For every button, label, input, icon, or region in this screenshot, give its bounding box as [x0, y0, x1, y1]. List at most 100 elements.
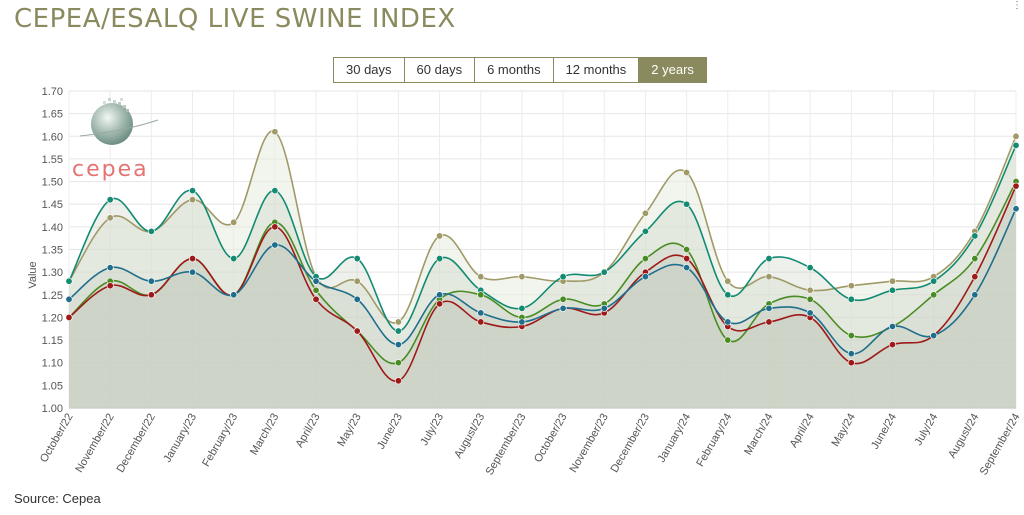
globe-icon — [79, 98, 159, 145]
data-point — [971, 255, 979, 263]
data-point — [1012, 132, 1020, 140]
x-tick-label: May/23 — [335, 412, 363, 449]
data-point — [230, 218, 238, 226]
data-point — [806, 264, 814, 272]
data-point — [847, 359, 855, 367]
y-tick-label: 1.45 — [42, 199, 63, 211]
data-point — [888, 286, 896, 294]
series-area — [69, 208, 1016, 408]
data-point — [353, 327, 361, 335]
data-point — [724, 318, 732, 326]
data-point — [65, 313, 73, 321]
data-point — [847, 350, 855, 358]
y-tick-label: 1.15 — [42, 335, 63, 347]
data-point — [1012, 182, 1020, 190]
range-30-days-button[interactable]: 30 days — [334, 58, 405, 82]
data-point — [65, 277, 73, 285]
data-point — [806, 309, 814, 317]
y-tick-label: 1.40 — [42, 222, 63, 234]
x-tick-label: December/23 — [609, 412, 652, 475]
y-tick-label: 1.50 — [42, 177, 63, 189]
x-tick-label: December/22 — [115, 412, 158, 475]
x-tick-label: November/23 — [567, 412, 610, 475]
data-point — [394, 377, 402, 385]
range-12-months-button[interactable]: 12 months — [553, 58, 640, 82]
range-6-months-button[interactable]: 6 months — [475, 58, 554, 82]
data-point — [353, 277, 361, 285]
data-point — [477, 273, 485, 281]
x-tick-label: March/23 — [248, 412, 281, 458]
data-point — [477, 318, 485, 326]
data-point — [765, 255, 773, 263]
data-point — [600, 268, 608, 276]
data-point — [765, 273, 773, 281]
range-2-years-button[interactable]: 2 years — [639, 58, 706, 82]
data-point — [394, 341, 402, 349]
data-point — [518, 318, 526, 326]
x-tick-label: March/24 — [742, 412, 775, 458]
data-point — [930, 332, 938, 340]
y-tick-label: 1.55 — [42, 154, 63, 166]
data-point — [353, 255, 361, 263]
data-point — [765, 304, 773, 312]
menu-icon[interactable]: ⋮ — [1012, 0, 1022, 11]
data-point — [1012, 141, 1020, 149]
data-point — [147, 227, 155, 235]
x-tick-label: January/23 — [162, 412, 200, 465]
x-tick-label: April/24 — [788, 412, 817, 450]
x-tick-label: June/23 — [375, 412, 405, 452]
x-tick-label: August/23 — [452, 412, 487, 461]
data-point — [683, 264, 691, 272]
data-point — [394, 327, 402, 335]
x-tick-label: July/24 — [912, 412, 940, 448]
x-tick-label: June/24 — [869, 412, 899, 452]
data-point — [847, 332, 855, 340]
x-tick-label: October/22 — [38, 412, 76, 465]
range-60-days-button[interactable]: 60 days — [404, 58, 476, 82]
data-point — [394, 359, 402, 367]
x-tick-label: February/24 — [694, 412, 734, 469]
data-point — [147, 277, 155, 285]
x-tick-label: May/24 — [829, 412, 857, 449]
data-point — [436, 291, 444, 299]
data-point — [724, 336, 732, 344]
chart-source: Source: Cepea — [14, 491, 101, 506]
x-tick-label: September/24 — [978, 412, 1023, 478]
data-point — [888, 277, 896, 285]
data-point — [477, 291, 485, 299]
x-tick-label: July/23 — [418, 412, 446, 448]
data-point — [312, 295, 320, 303]
data-point — [971, 273, 979, 281]
data-point — [518, 273, 526, 281]
chart-title: CEPEA/ESALQ LIVE SWINE INDEX — [14, 4, 456, 34]
series-area — [69, 186, 1016, 408]
data-point — [724, 291, 732, 299]
y-tick-label: 1.60 — [42, 131, 63, 143]
range-selector: 30 days 60 days 6 months 12 months 2 yea… — [333, 57, 707, 83]
x-tick-label: January/24 — [656, 412, 694, 465]
data-point — [477, 309, 485, 317]
data-point — [683, 200, 691, 208]
data-point — [930, 277, 938, 285]
data-point — [971, 232, 979, 240]
y-tick-label: 1.25 — [42, 290, 63, 302]
data-point — [65, 295, 73, 303]
y-axis-label: Value — [27, 261, 39, 288]
data-point — [888, 341, 896, 349]
data-point — [271, 128, 279, 136]
data-point — [683, 246, 691, 254]
y-tick-label: 1.20 — [42, 312, 63, 324]
data-point — [641, 227, 649, 235]
data-point — [189, 268, 197, 276]
data-point — [271, 187, 279, 195]
data-point — [189, 255, 197, 263]
x-tick-label: February/23 — [200, 412, 240, 469]
data-point — [312, 277, 320, 285]
data-point — [806, 295, 814, 303]
data-point — [971, 291, 979, 299]
data-point — [147, 291, 155, 299]
cepea-logo: cepea — [72, 98, 159, 182]
data-point — [847, 282, 855, 290]
data-point — [189, 196, 197, 204]
logo-text: cepea — [72, 157, 149, 182]
